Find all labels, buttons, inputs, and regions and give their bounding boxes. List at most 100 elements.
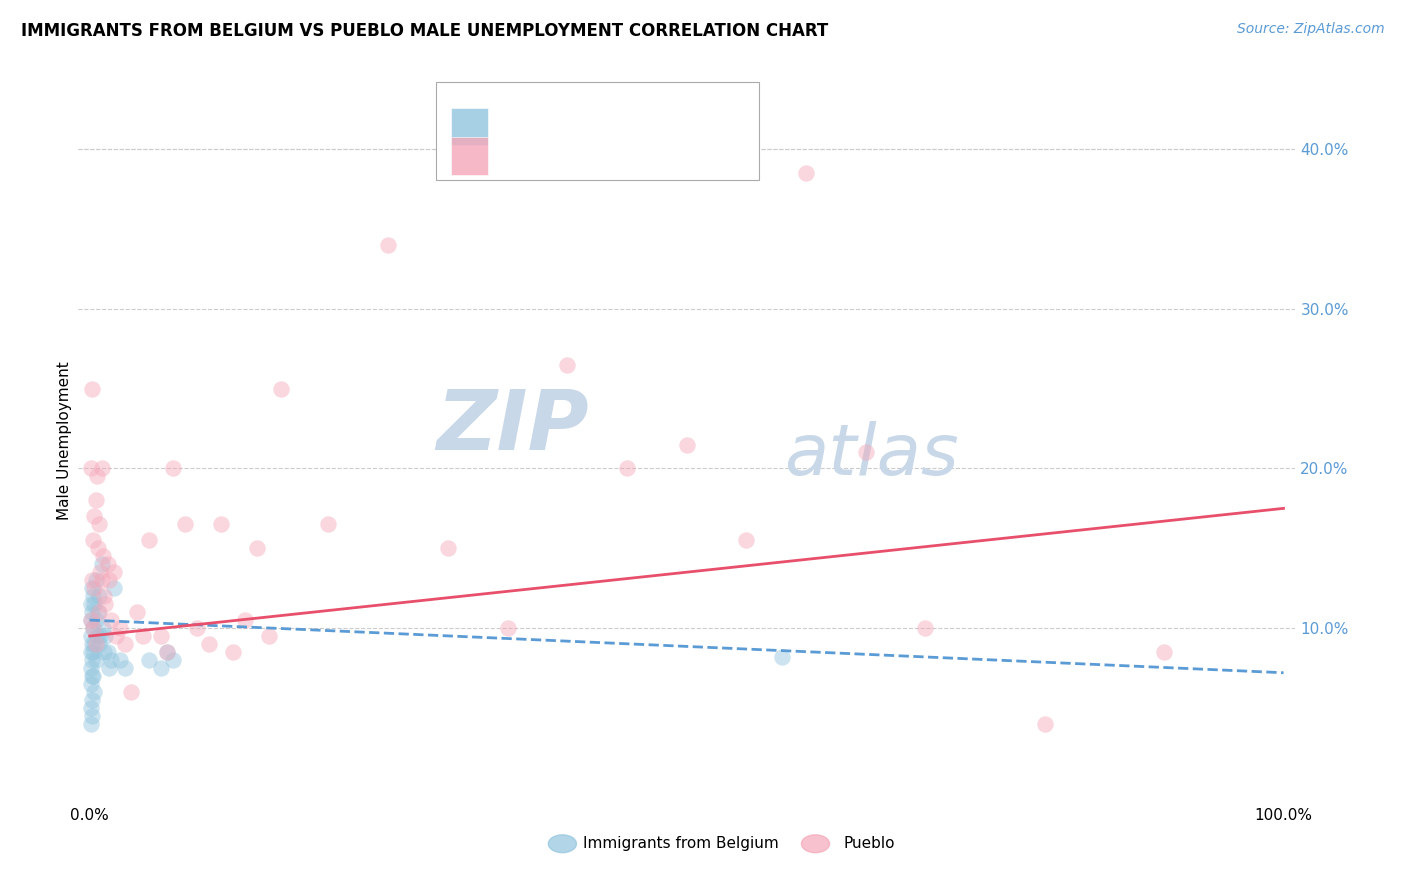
Point: [80, 693, 103, 707]
Point: [87, 605, 110, 619]
Point: [855, 445, 877, 459]
Point: [318, 517, 340, 532]
Point: [103, 581, 125, 595]
Point: [97, 558, 120, 572]
Point: [90, 558, 112, 572]
Text: R = 0.345: R = 0.345: [496, 137, 603, 156]
Point: [156, 645, 179, 659]
Point: [222, 645, 245, 659]
Point: [127, 605, 149, 619]
Point: [82, 533, 104, 548]
Point: [156, 645, 179, 659]
Point: [616, 461, 638, 475]
Point: [84, 613, 107, 627]
Point: [83, 509, 105, 524]
Point: [114, 637, 136, 651]
Point: [162, 653, 184, 667]
Point: [90, 461, 112, 475]
Point: [162, 461, 184, 475]
Point: [174, 517, 197, 532]
Point: [80, 581, 103, 595]
Point: [84, 573, 107, 587]
Point: [82, 645, 104, 659]
Point: [94, 597, 117, 611]
Point: [89, 605, 111, 619]
Point: [80, 701, 103, 715]
Text: IMMIGRANTS FROM BELGIUM VS PUEBLO MALE UNEMPLOYMENT CORRELATION CHART: IMMIGRANTS FROM BELGIUM VS PUEBLO MALE U…: [21, 22, 828, 40]
Point: [97, 661, 120, 675]
Text: Pueblo: Pueblo: [844, 837, 896, 851]
Point: [257, 629, 280, 643]
Point: [1033, 716, 1056, 731]
Point: [86, 469, 108, 483]
Point: [80, 597, 103, 611]
Point: [80, 677, 103, 691]
Point: [108, 621, 131, 635]
Point: [270, 382, 292, 396]
Point: [120, 685, 142, 699]
Point: [97, 573, 120, 587]
Point: [198, 637, 221, 651]
Point: [80, 613, 103, 627]
Point: [80, 709, 103, 723]
Point: [209, 517, 232, 532]
Point: [108, 653, 131, 667]
Point: [82, 589, 104, 603]
Point: [150, 661, 173, 675]
Point: [103, 565, 125, 579]
Text: N = 56: N = 56: [619, 137, 692, 156]
Point: [83, 597, 105, 611]
Point: [97, 645, 120, 659]
Point: [83, 637, 105, 651]
Text: N = 45: N = 45: [619, 103, 692, 122]
Point: [82, 669, 104, 683]
Point: [82, 621, 104, 635]
Point: [84, 493, 107, 508]
Text: Immigrants from Belgium: Immigrants from Belgium: [583, 837, 779, 851]
Point: [100, 613, 122, 627]
Point: [100, 653, 122, 667]
Point: [114, 661, 136, 675]
Point: [93, 589, 115, 603]
Point: [555, 358, 578, 372]
Point: [80, 653, 103, 667]
Point: [735, 533, 758, 548]
Point: [86, 629, 108, 643]
Point: [80, 573, 103, 587]
Text: atlas: atlas: [785, 420, 959, 490]
Point: [80, 716, 103, 731]
Point: [138, 653, 160, 667]
Point: [770, 649, 793, 664]
Text: Source: ZipAtlas.com: Source: ZipAtlas.com: [1237, 22, 1385, 37]
Point: [90, 573, 112, 587]
Point: [80, 669, 103, 683]
Point: [80, 645, 103, 659]
Point: [80, 605, 103, 619]
Point: [89, 517, 111, 532]
Point: [246, 541, 269, 556]
Point: [138, 533, 160, 548]
Point: [87, 541, 110, 556]
Point: [84, 653, 107, 667]
Point: [1153, 645, 1175, 659]
Point: [91, 549, 114, 564]
Point: [82, 621, 104, 635]
Point: [186, 621, 208, 635]
Point: [93, 645, 115, 659]
Point: [80, 461, 103, 475]
Y-axis label: Male Unemployment: Male Unemployment: [58, 361, 72, 520]
Point: [80, 629, 103, 643]
Point: [89, 565, 111, 579]
Point: [80, 382, 103, 396]
Point: [89, 629, 111, 643]
Point: [675, 437, 697, 451]
Point: [233, 613, 256, 627]
Point: [914, 621, 936, 635]
Point: [132, 629, 155, 643]
Point: [80, 613, 103, 627]
Point: [794, 166, 817, 180]
Point: [89, 589, 111, 603]
Point: [83, 581, 105, 595]
Point: [80, 661, 103, 675]
Point: [83, 685, 105, 699]
